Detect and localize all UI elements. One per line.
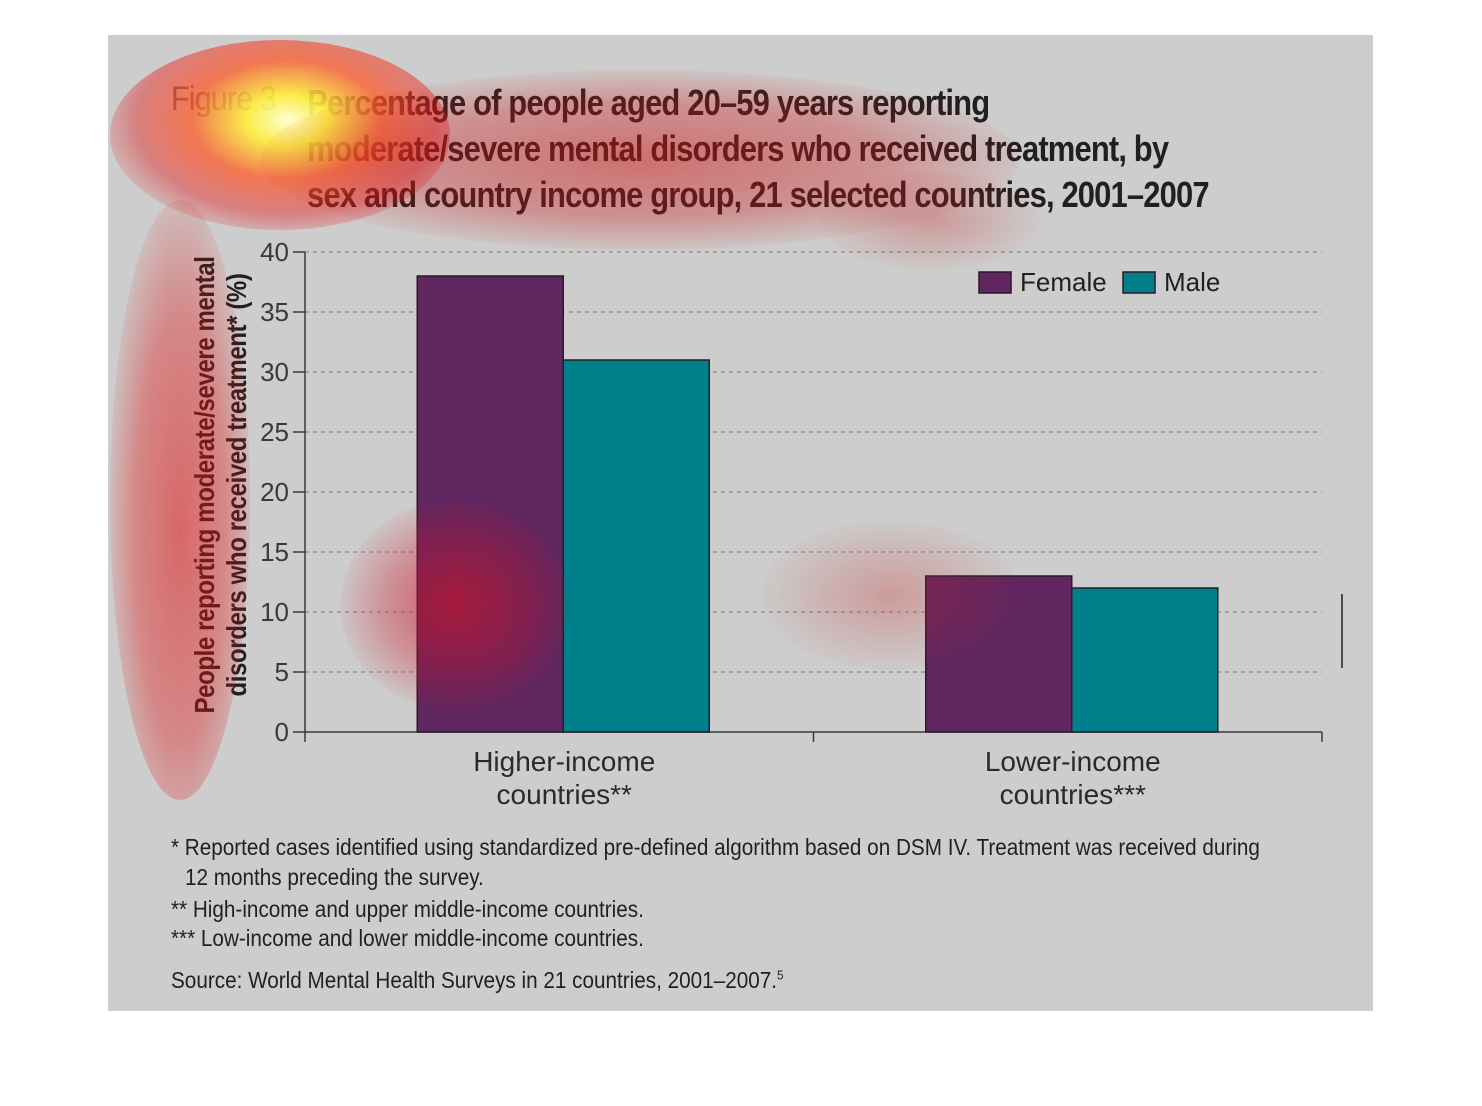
legend-swatch-male [1122, 271, 1156, 294]
bar-male [1071, 587, 1219, 733]
footnote-2: ** High-income and upper middle-income c… [171, 896, 644, 922]
bar-female [925, 575, 1073, 733]
x-category-label: Higher-income [473, 746, 655, 777]
legend-swatch-female [978, 271, 1012, 294]
source-text: Source: World Mental Health Surveys in 2… [171, 967, 778, 993]
x-category-label: Lower-income [985, 746, 1161, 777]
x-category-label: countries*** [1000, 779, 1146, 810]
footnote-3: *** Low-income and lower middle-income c… [171, 925, 644, 951]
bar-male [562, 359, 710, 733]
source-reference: 5 [777, 967, 784, 983]
bar-female [416, 275, 564, 733]
y-tick-label: 25 [260, 417, 289, 447]
y-tick-label: 0 [275, 717, 289, 747]
legend-label-female: Female [1020, 267, 1107, 297]
footnote-1-continued: 12 months preceding the survey. [185, 864, 484, 890]
y-tick-label: 15 [260, 537, 289, 567]
x-category-label: countries** [497, 779, 633, 810]
y-tick-label: 10 [260, 597, 289, 627]
y-tick-label: 35 [260, 297, 289, 327]
source-note: Source: World Mental Health Surveys in 2… [171, 967, 784, 994]
y-tick-label: 40 [260, 237, 289, 267]
y-tick-label: 20 [260, 477, 289, 507]
footnote-1: * Reported cases identified using standa… [171, 834, 1260, 860]
y-tick-label: 30 [260, 357, 289, 387]
y-tick-label: 5 [275, 657, 289, 687]
legend-label-male: Male [1164, 267, 1220, 297]
